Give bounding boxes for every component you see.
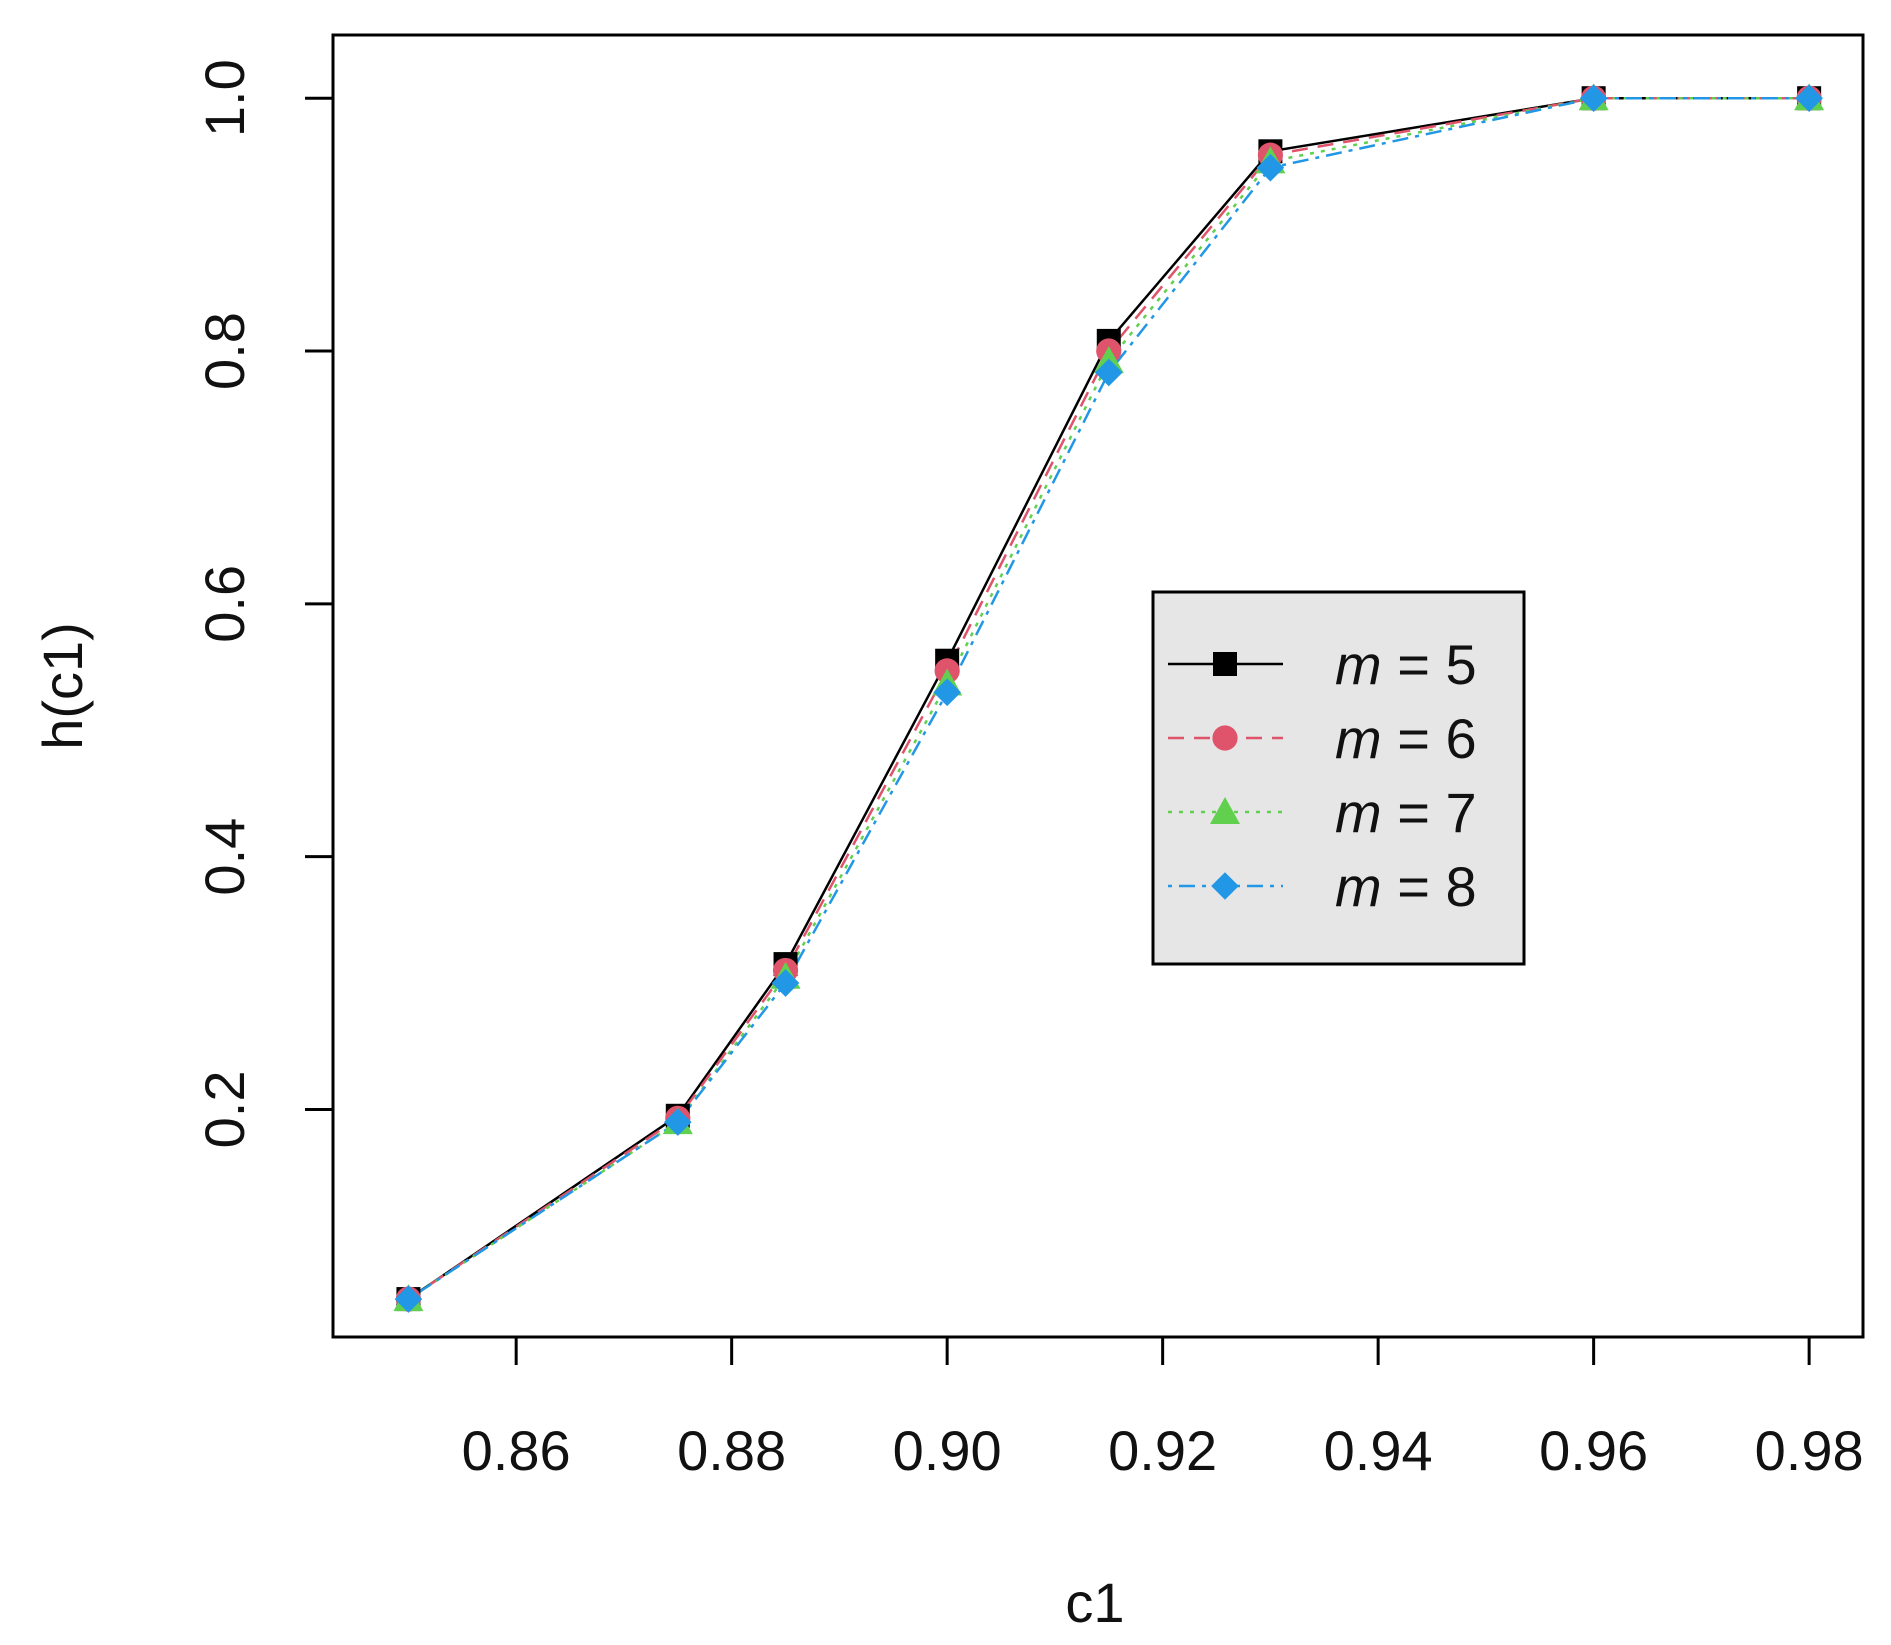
data-point	[1795, 84, 1823, 113]
plot-frame	[331, 33, 1865, 1339]
legend-marker	[1211, 872, 1239, 900]
legend-label: m = 7	[1335, 781, 1477, 844]
legend-label: m = 8	[1335, 855, 1477, 918]
series-line	[407, 96, 1810, 1301]
x-tick-label: 0.88	[677, 1419, 786, 1482]
y-axis-label: h(c1)	[31, 622, 94, 750]
data-point	[933, 678, 961, 707]
legend-marker	[1210, 797, 1240, 824]
x-tick-label: 0.94	[1324, 1419, 1433, 1482]
y-tick-label: 0.8	[193, 312, 256, 390]
y-tick-label: 0.2	[193, 1071, 256, 1149]
data-point	[1579, 84, 1608, 113]
legend-label: m = 6	[1335, 707, 1477, 770]
data-point	[394, 1285, 423, 1313]
series-lines	[407, 96, 1810, 1301]
data-point	[771, 969, 800, 997]
legend-marker	[1213, 652, 1237, 676]
y-tick-label: 0.6	[193, 565, 256, 643]
legend-label: m = 5	[1335, 633, 1477, 696]
data-point	[1094, 358, 1123, 387]
x-tick-label: 0.92	[1108, 1419, 1217, 1482]
y-axis: 0.2 0.4 0.6 0.8 1.0	[193, 59, 335, 1149]
x-tick-label: 0.90	[893, 1419, 1002, 1482]
y-tick-label: 0.4	[193, 818, 256, 896]
x-tick-label: 0.86	[462, 1419, 571, 1482]
series-points	[393, 83, 1825, 1313]
x-tick-label: 0.98	[1755, 1419, 1864, 1482]
legend: m = 5 m = 6 m = 7 m = 8	[1151, 590, 1526, 966]
legend-marker	[1212, 725, 1238, 751]
data-point	[1256, 153, 1285, 182]
x-axis: 0.86 0.88 0.90 0.92 0.94 0.96 0.98	[462, 1335, 1864, 1482]
series-line	[407, 96, 1810, 1301]
x-axis-label: c1	[1065, 1571, 1124, 1634]
series-line	[407, 96, 1810, 1301]
series-line	[407, 96, 1810, 1301]
x-tick-label: 0.96	[1539, 1419, 1648, 1482]
legend-box	[1151, 590, 1526, 966]
data-point	[663, 1108, 692, 1136]
y-tick-label: 1.0	[193, 59, 256, 137]
